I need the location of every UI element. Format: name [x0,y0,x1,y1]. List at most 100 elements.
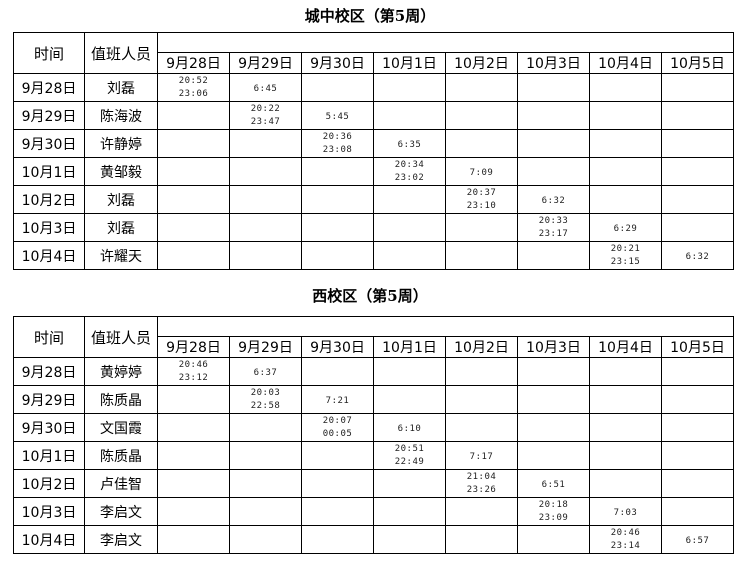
end-time: 23:10 [466,200,497,211]
time-cell [373,101,446,130]
time-cell [661,185,734,214]
table-row: 9月29日 陈海波 20:22 23:47 5:45 [13,101,734,130]
time-cell: 7:03 [589,497,662,526]
wake-time: 7:03 [613,508,638,518]
table-row: 10月2日 刘磊 20:37 23:10 6:32 [13,185,734,214]
start-time: 21:04 [466,471,497,482]
time-cell: 20:51 22:49 [373,441,446,470]
time-cell: 6:10 [373,413,446,442]
row-date: 10月4日 [13,525,85,554]
day-header: 10月5日 [661,52,734,74]
row-date: 10月3日 [13,213,85,242]
time-cell: 5:45 [301,101,374,130]
table-row: 10月1日 陈质晶 20:51 22:49 7:17 [13,441,734,470]
row-date: 9月30日 [13,129,85,158]
time-cell [229,185,302,214]
time-cell [301,525,374,554]
time-cell [229,413,302,442]
time-cell [373,73,446,102]
row-person: 陈质晶 [84,385,158,414]
table-row: 10月1日 黄邹毅 20:34 23:02 7:09 [13,157,734,186]
time-cell [589,441,662,470]
day-header: 10月4日 [589,52,662,74]
end-time: 23:06 [178,88,209,99]
time-cell [517,129,590,158]
end-time: 23:08 [322,144,353,155]
time-cell: 20:03 22:58 [229,385,302,414]
time-cell [157,497,230,526]
time-cell [445,413,518,442]
time-cell: 7:17 [445,441,518,470]
start-time: 20:37 [466,187,497,198]
end-time: 23:47 [250,116,281,127]
wake-time: 6:45 [253,84,278,94]
row-person: 卢佳智 [84,469,158,498]
time-cell [445,73,518,102]
time-cell [517,157,590,186]
start-time: 20:18 [538,499,569,510]
wake-time: 7:21 [325,396,350,406]
time-cell: 6:32 [661,241,734,270]
time-cell [445,497,518,526]
time-cell [589,129,662,158]
end-time: 00:05 [322,428,353,439]
start-time: 20:07 [322,415,353,426]
time-cell: 20:36 23:08 [301,129,374,158]
time-cell [661,357,734,386]
campus-title-west: 西校区（第5周） [312,287,428,305]
time-cell [157,385,230,414]
time-cell [661,385,734,414]
day-header: 10月1日 [373,336,446,358]
time-cell [661,497,734,526]
time-cell [589,357,662,386]
time-cell [445,213,518,242]
time-cell [301,357,374,386]
wake-time: 6:51 [541,480,566,490]
time-cell: 20:22 23:47 [229,101,302,130]
time-cell [445,101,518,130]
table-row: 10月4日 李启文 20:46 23:14 6:57 [13,525,734,554]
time-cell [373,525,446,554]
day-header: 10月2日 [445,52,518,74]
time-cell [157,525,230,554]
time-cell [517,73,590,102]
table-row: 10月2日 卢佳智 21:04 23:26 6:51 [13,469,734,498]
header-person: 值班人员 [84,316,158,358]
time-cell [373,213,446,242]
row-person: 刘磊 [84,213,158,242]
row-date: 10月2日 [13,469,85,498]
time-cell [517,441,590,470]
time-cell [661,129,734,158]
time-cell [445,241,518,270]
day-header: 10月1日 [373,52,446,74]
time-cell [445,385,518,414]
time-cell: 20:21 23:15 [589,241,662,270]
wake-time: 6:32 [541,196,566,206]
time-cell: 20:37 23:10 [445,185,518,214]
header-time: 时间 [13,32,85,74]
table-row: 9月30日 文国霞 20:07 00:05 6:10 [13,413,734,442]
time-cell [517,357,590,386]
header-person: 值班人员 [84,32,158,74]
time-cell [589,185,662,214]
table-row: 10月3日 刘磊 20:33 23:17 6:29 [13,213,734,242]
time-cell [445,357,518,386]
time-cell: 20:18 23:09 [517,497,590,526]
time-cell [229,441,302,470]
time-cell [301,441,374,470]
row-person: 许耀天 [84,241,158,270]
time-cell [301,469,374,498]
time-cell [661,441,734,470]
end-time: 22:49 [394,456,425,467]
time-cell [229,129,302,158]
start-time: 20:46 [178,359,209,370]
day-header: 9月30日 [301,336,374,358]
time-cell: 6:35 [373,129,446,158]
row-date: 10月4日 [13,241,85,270]
time-cell [157,157,230,186]
time-cell [373,241,446,270]
time-cell [229,213,302,242]
time-cell [373,385,446,414]
time-cell [661,413,734,442]
time-cell: 7:21 [301,385,374,414]
